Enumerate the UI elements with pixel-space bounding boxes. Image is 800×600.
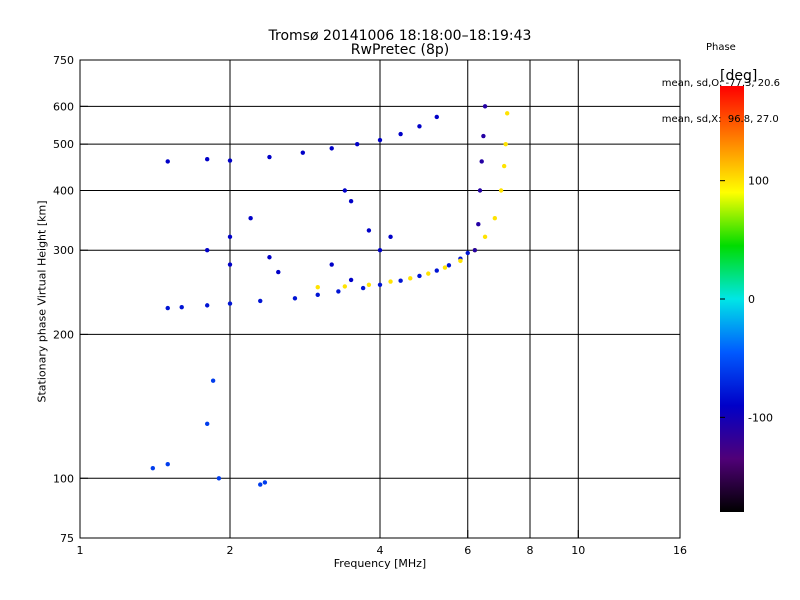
data-point xyxy=(479,159,484,164)
data-point xyxy=(503,141,508,147)
data-point xyxy=(315,292,320,298)
data-point xyxy=(258,298,263,304)
data-point xyxy=(179,304,184,310)
data-point xyxy=(417,124,422,129)
y-tick-label: 600 xyxy=(53,100,74,113)
data-point xyxy=(300,150,306,155)
data-point xyxy=(248,216,253,221)
data-point xyxy=(377,137,383,143)
data-point xyxy=(267,255,272,260)
data-point xyxy=(165,462,170,467)
x-tick-label: 8 xyxy=(527,544,534,557)
data-point xyxy=(482,234,488,240)
data-point xyxy=(398,278,403,283)
data-point xyxy=(434,114,439,120)
colorbar-tick-label: -100 xyxy=(748,411,773,424)
data-point xyxy=(165,159,170,164)
phase-stats: Phase mean, sd,O: -77.3, 20.6 mean, sd,X… xyxy=(662,18,780,138)
x-tick-label: 10 xyxy=(571,544,585,557)
y-tick-label: 400 xyxy=(53,184,74,197)
grid-lines xyxy=(80,60,680,538)
data-point xyxy=(426,271,431,276)
data-point xyxy=(292,296,298,301)
data-point xyxy=(315,285,320,290)
data-point xyxy=(465,250,470,256)
data-point xyxy=(388,234,393,240)
data-point xyxy=(276,269,281,275)
chart-title-line1: Tromsø 20141006 18:18:00–18:19:43 xyxy=(268,28,532,44)
data-point xyxy=(360,285,366,291)
data-point xyxy=(472,248,478,253)
data-point xyxy=(366,282,372,287)
axis-ticks: 1 2 4 6 8 10 16 75 100 200 300 400 500 600 750 xyxy=(53,54,687,557)
phase-stats-x-line: mean, sd,X: 96.8, 27.0 xyxy=(661,114,779,125)
data-point xyxy=(388,279,393,284)
y-tick-label: 750 xyxy=(53,54,74,67)
data-point xyxy=(458,258,463,264)
x-tick-label: 2 xyxy=(227,544,234,557)
data-point xyxy=(258,482,263,487)
data-point xyxy=(348,277,354,283)
data-point xyxy=(417,273,422,279)
x-tick-label: 6 xyxy=(464,544,471,557)
data-point xyxy=(267,154,272,160)
data-point xyxy=(210,378,216,383)
data-point xyxy=(165,305,170,311)
data-point xyxy=(398,131,403,137)
y-tick-label: 300 xyxy=(53,244,74,257)
data-point xyxy=(342,284,348,289)
data-point xyxy=(481,133,486,139)
y-axis-label: Stationary phase Virtual Height [km] xyxy=(35,200,49,403)
data-point xyxy=(501,163,507,169)
x-tick-label: 1 xyxy=(77,544,84,557)
data-point xyxy=(482,104,488,109)
x-tick-label: 4 xyxy=(377,544,384,557)
y-tick-label: 500 xyxy=(53,138,74,151)
data-point xyxy=(342,188,348,193)
data-point xyxy=(498,188,504,193)
phase-stats-heading: Phase xyxy=(705,42,736,53)
data-point xyxy=(377,282,383,287)
data-point xyxy=(329,146,334,151)
data-point xyxy=(442,265,448,270)
data-point xyxy=(434,268,439,273)
x-tick-label: 16 xyxy=(673,544,687,557)
y-tick-label: 100 xyxy=(53,472,74,485)
data-point xyxy=(262,480,268,485)
data-point xyxy=(204,248,210,253)
colorbar-tick-label: 100 xyxy=(748,175,769,188)
data-point xyxy=(204,303,210,308)
data-point xyxy=(329,262,334,267)
colorbar: 100 0 -100 xyxy=(720,86,773,512)
data-point xyxy=(227,158,233,163)
phase-stats-o-line: mean, sd,O: -77.3, 20.6 xyxy=(661,78,780,89)
colorbar-tick-label: 0 xyxy=(748,293,755,306)
data-point xyxy=(377,248,383,253)
data-point xyxy=(354,141,360,147)
y-tick-label: 75 xyxy=(60,532,74,545)
data-point xyxy=(216,476,222,481)
data-point xyxy=(476,222,481,227)
data-point xyxy=(477,188,483,193)
chart-title-line2: RwPretec (8p) xyxy=(350,42,450,58)
colorbar-unit: [deg] xyxy=(720,68,758,84)
y-tick-label: 200 xyxy=(53,328,74,341)
data-point xyxy=(336,289,341,294)
data-point xyxy=(227,234,233,240)
data-point xyxy=(504,111,510,116)
data-point xyxy=(227,262,233,267)
data-point xyxy=(204,157,210,162)
data-point xyxy=(366,228,372,233)
data-point xyxy=(492,216,498,221)
data-point xyxy=(348,198,354,204)
data-point xyxy=(227,301,233,306)
data-points xyxy=(150,104,510,487)
data-point xyxy=(408,276,413,281)
x-axis-label: Frequency [MHz] xyxy=(333,557,427,570)
data-point xyxy=(204,421,210,427)
data-point xyxy=(446,263,452,268)
data-point xyxy=(150,465,156,471)
